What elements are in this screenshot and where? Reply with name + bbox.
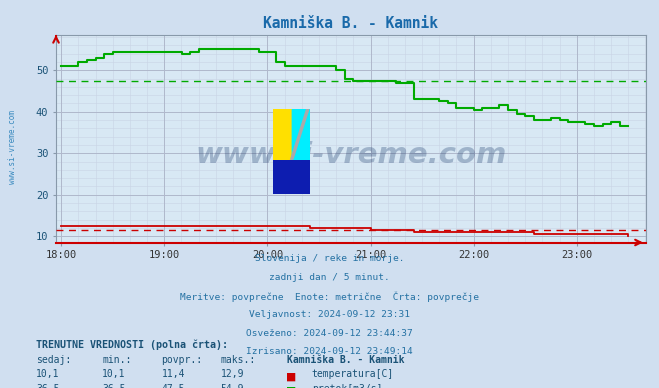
Text: 10,1: 10,1 (102, 369, 126, 379)
Text: Kamniška B. - Kamnik: Kamniška B. - Kamnik (287, 355, 404, 365)
Polygon shape (273, 160, 310, 194)
Text: 54,9: 54,9 (221, 384, 244, 388)
Text: ■: ■ (287, 369, 295, 383)
Text: 36,5: 36,5 (102, 384, 126, 388)
Text: temperatura[C]: temperatura[C] (312, 369, 394, 379)
Polygon shape (291, 109, 310, 160)
Text: www.si-vreme.com: www.si-vreme.com (195, 141, 507, 169)
Text: 36,5: 36,5 (36, 384, 60, 388)
Text: zadnji dan / 5 minut.: zadnji dan / 5 minut. (269, 273, 390, 282)
Text: 12,9: 12,9 (221, 369, 244, 379)
Text: Veljavnost: 2024-09-12 23:31: Veljavnost: 2024-09-12 23:31 (249, 310, 410, 319)
Text: TRENUTNE VREDNOSTI (polna črta):: TRENUTNE VREDNOSTI (polna črta): (36, 340, 228, 350)
Text: pretok[m3/s]: pretok[m3/s] (312, 384, 382, 388)
Text: Slovenija / reke in morje.: Slovenija / reke in morje. (255, 254, 404, 263)
Text: ■: ■ (287, 384, 295, 388)
Text: Izrisano: 2024-09-12 23:49:14: Izrisano: 2024-09-12 23:49:14 (246, 347, 413, 356)
Polygon shape (290, 109, 310, 160)
Text: www.si-vreme.com: www.si-vreme.com (8, 111, 17, 184)
Text: 11,4: 11,4 (161, 369, 185, 379)
Text: 47,5: 47,5 (161, 384, 185, 388)
Text: min.:: min.: (102, 355, 132, 365)
Title: Kamniška B. - Kamnik: Kamniška B. - Kamnik (264, 16, 438, 31)
Polygon shape (291, 109, 310, 160)
Polygon shape (273, 109, 291, 160)
Text: Meritve: povprečne  Enote: metrične  Črta: povprečje: Meritve: povprečne Enote: metrične Črta:… (180, 291, 479, 302)
Text: sedaj:: sedaj: (36, 355, 71, 365)
Text: Osveženo: 2024-09-12 23:44:37: Osveženo: 2024-09-12 23:44:37 (246, 329, 413, 338)
Text: povpr.:: povpr.: (161, 355, 202, 365)
Text: maks.:: maks.: (221, 355, 256, 365)
Text: 10,1: 10,1 (36, 369, 60, 379)
